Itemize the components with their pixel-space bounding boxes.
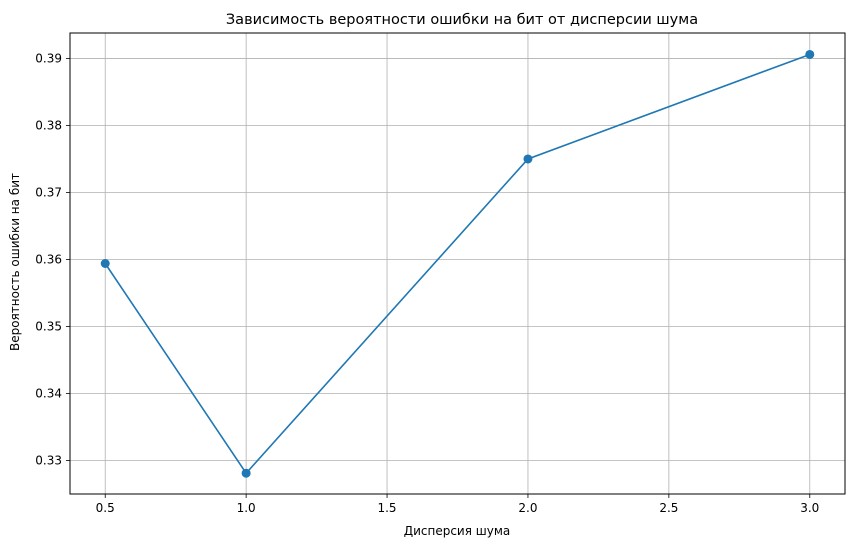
y-tick-label: 0.36: [35, 252, 62, 266]
x-tick-label: 0.5: [96, 501, 115, 515]
y-tick-label: 0.35: [35, 319, 62, 333]
y-tick-label: 0.38: [35, 118, 62, 132]
series-line: [104, 53, 811, 475]
plot-area-frame: [69, 32, 846, 495]
x-tick-label: 2.5: [659, 501, 678, 515]
y-tick-label: 0.33: [35, 453, 62, 467]
y-tick-label: 0.37: [35, 185, 62, 199]
data-point: [100, 259, 110, 268]
x-tick-label: 2.0: [518, 501, 537, 515]
x-axis-label: Дисперсия шума: [404, 524, 511, 538]
x-tick-label: 1.0: [237, 501, 256, 515]
data-point: [523, 154, 533, 164]
y-tick-label: 0.39: [35, 51, 62, 65]
data-point: [241, 468, 251, 478]
y-tick-label: 0.34: [35, 386, 62, 400]
data-point: [805, 49, 815, 59]
x-tick-label: 3.0: [800, 501, 819, 515]
y-axis-label: Вероятность ошибки на бит: [8, 173, 22, 351]
x-tick-label: 1.5: [377, 501, 396, 515]
grid: [70, 33, 845, 494]
x-axis: 0.5 1.0 1.5 2.0 2.5 3.0: [96, 494, 819, 515]
series: [100, 49, 815, 478]
y-axis: 0.33 0.34 0.35 0.36 0.37 0.38 0.39: [35, 51, 70, 467]
chart-title: Зависимость вероятности ошибки на бит от…: [226, 12, 698, 28]
